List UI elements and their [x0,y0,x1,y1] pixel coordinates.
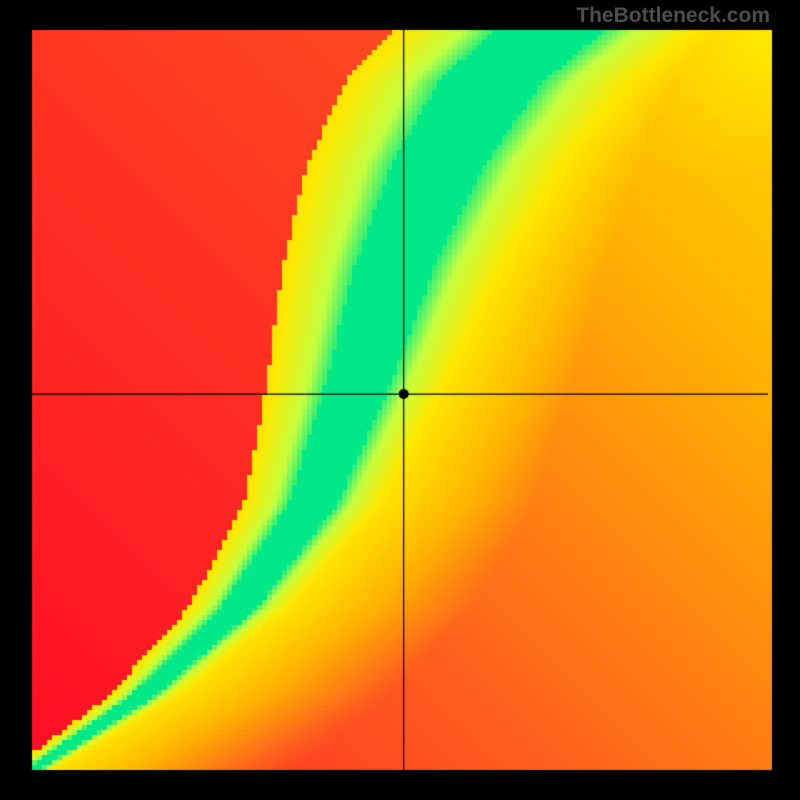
bottleneck-heatmap [0,0,800,800]
chart-container: { "canvas": { "width": 800, "height": 80… [0,0,800,800]
